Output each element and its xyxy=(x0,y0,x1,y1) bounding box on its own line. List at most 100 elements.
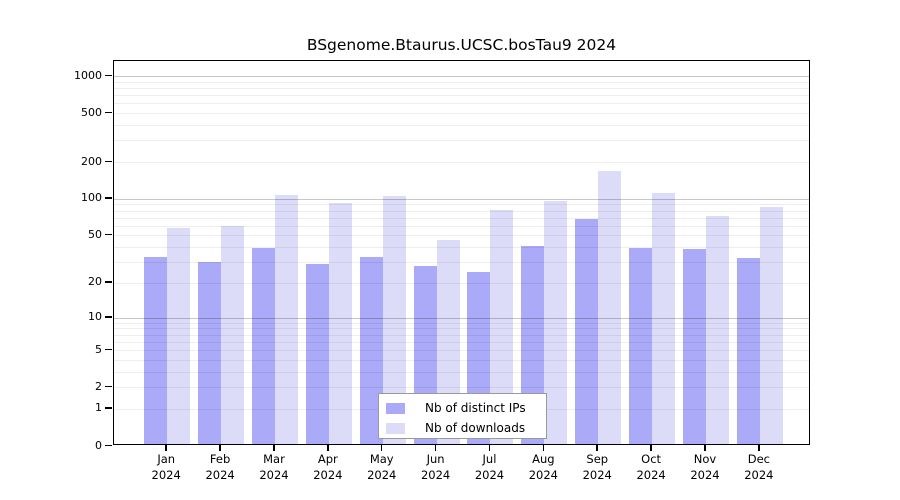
x-tick-nov xyxy=(704,444,706,451)
gridline-400 xyxy=(114,125,809,127)
y-tick-5 xyxy=(105,348,112,351)
y-tick-label-200: 200 xyxy=(81,154,102,168)
plot-area xyxy=(113,60,810,445)
y-tick-label-1000: 1000 xyxy=(74,68,102,82)
gridline-2 xyxy=(114,387,809,389)
x-tick-label-feb: Feb 2024 xyxy=(205,452,235,482)
chart-title: BSgenome.Btaurus.UCSC.bosTau9 2024 xyxy=(306,36,617,54)
gridline-10 xyxy=(114,317,809,319)
y-tick-20 xyxy=(105,281,112,283)
gridline-90 xyxy=(114,204,809,206)
x-tick-label-nov: Nov 2024 xyxy=(690,452,720,482)
y-tick-1 xyxy=(105,407,112,409)
gridline-5 xyxy=(114,350,809,352)
bar-downloads-sep xyxy=(598,171,622,444)
bar-downloads-feb xyxy=(221,225,245,444)
gridline-200 xyxy=(114,162,809,163)
bar-downloads-jan xyxy=(167,227,191,444)
x-tick-mar xyxy=(273,444,275,451)
gridline-1000 xyxy=(114,76,809,78)
legend-row-ips: Nb of distinct IPs xyxy=(379,398,546,418)
gridline-3 xyxy=(114,371,809,373)
gridline-20 xyxy=(114,282,809,284)
bar-downloads-aug xyxy=(544,200,568,444)
gridline-4 xyxy=(114,359,809,361)
x-tick-label-sep: Sep 2024 xyxy=(582,452,612,482)
bar-downloads-dec xyxy=(759,206,783,444)
bar-downloads-mar xyxy=(274,195,298,444)
bar-ips-mar xyxy=(251,247,275,444)
y-tick-label-5: 5 xyxy=(95,342,102,356)
y-tick-label-100: 100 xyxy=(81,191,102,205)
bar-downloads-nov xyxy=(706,215,729,444)
gridline-800 xyxy=(114,87,809,89)
y-tick-200 xyxy=(105,160,112,162)
y-tick-10 xyxy=(105,316,112,318)
y-tick-100 xyxy=(105,197,112,199)
gridline-8 xyxy=(114,328,809,330)
x-tick-aug xyxy=(542,444,545,451)
y-tick-label-500: 500 xyxy=(81,105,102,119)
legend-label-downloads: Nb of downloads xyxy=(425,421,526,435)
legend: Nb of distinct IPs Nb of downloads xyxy=(378,393,547,439)
x-tick-label-apr: Apr 2024 xyxy=(313,452,343,482)
gridline-500 xyxy=(114,113,809,115)
x-tick-sep xyxy=(596,444,598,451)
y-tick-label-20: 20 xyxy=(88,275,102,289)
gridline-6 xyxy=(114,341,809,343)
bar-downloads-may xyxy=(382,195,406,444)
bar-ips-nov xyxy=(683,249,706,444)
x-tick-jan xyxy=(165,444,167,451)
gridline-700 xyxy=(114,95,809,97)
bar-downloads-apr xyxy=(328,203,352,444)
gridline-600 xyxy=(114,103,809,105)
y-tick-2 xyxy=(105,385,112,388)
x-tick-jul xyxy=(488,444,491,451)
gridline-9 xyxy=(114,322,809,324)
x-tick-oct xyxy=(650,444,652,451)
x-tick-label-jun: Jun 2024 xyxy=(420,452,451,482)
x-tick-label-jan: Jan 2024 xyxy=(151,452,181,482)
gridline-40 xyxy=(114,247,809,249)
gridline-30 xyxy=(114,262,809,264)
x-tick-label-oct: Oct 2024 xyxy=(636,452,666,482)
bar-ips-dec xyxy=(736,258,760,444)
x-tick-dec xyxy=(758,444,760,451)
x-tick-label-may: May 2024 xyxy=(367,452,397,482)
gridline-60 xyxy=(114,225,809,227)
bar-downloads-oct xyxy=(652,192,676,444)
bar-ips-feb xyxy=(198,261,222,444)
bar-ips-oct xyxy=(629,247,653,444)
x-tick-apr xyxy=(327,444,329,451)
bar-downloads-jul xyxy=(490,210,514,444)
downloads-swatch xyxy=(386,423,405,434)
y-tick-label-10: 10 xyxy=(88,310,102,324)
x-tick-may xyxy=(380,444,383,451)
y-tick-label-50: 50 xyxy=(88,227,102,241)
y-tick-label-1: 1 xyxy=(95,401,102,415)
x-tick-label-aug: Aug 2024 xyxy=(528,452,558,482)
legend-row-downloads: Nb of downloads xyxy=(379,418,546,438)
gridline-80 xyxy=(114,210,809,212)
gridline-100 xyxy=(114,198,809,200)
y-tick-label-2: 2 xyxy=(95,379,102,393)
gridline-50 xyxy=(114,235,809,237)
bar-ips-may xyxy=(359,256,383,444)
gridline-900 xyxy=(114,81,809,83)
x-tick-label-mar: Mar 2024 xyxy=(259,452,289,482)
gridline-300 xyxy=(114,140,809,142)
y-tick-label-0: 0 xyxy=(95,438,102,452)
y-tick-1000 xyxy=(105,74,112,77)
x-tick-label-dec: Dec 2024 xyxy=(744,452,774,482)
ips-swatch xyxy=(386,403,405,414)
legend-label-ips: Nb of distinct IPs xyxy=(425,401,526,415)
y-tick-500 xyxy=(105,111,112,114)
bar-ips-apr xyxy=(305,263,329,444)
bar-ips-sep xyxy=(575,218,599,444)
x-tick-feb xyxy=(219,444,221,451)
x-tick-jun xyxy=(434,444,437,451)
x-tick-label-jul: Jul 2024 xyxy=(474,452,505,482)
y-tick-50 xyxy=(105,233,112,236)
gridline-70 xyxy=(114,217,809,219)
